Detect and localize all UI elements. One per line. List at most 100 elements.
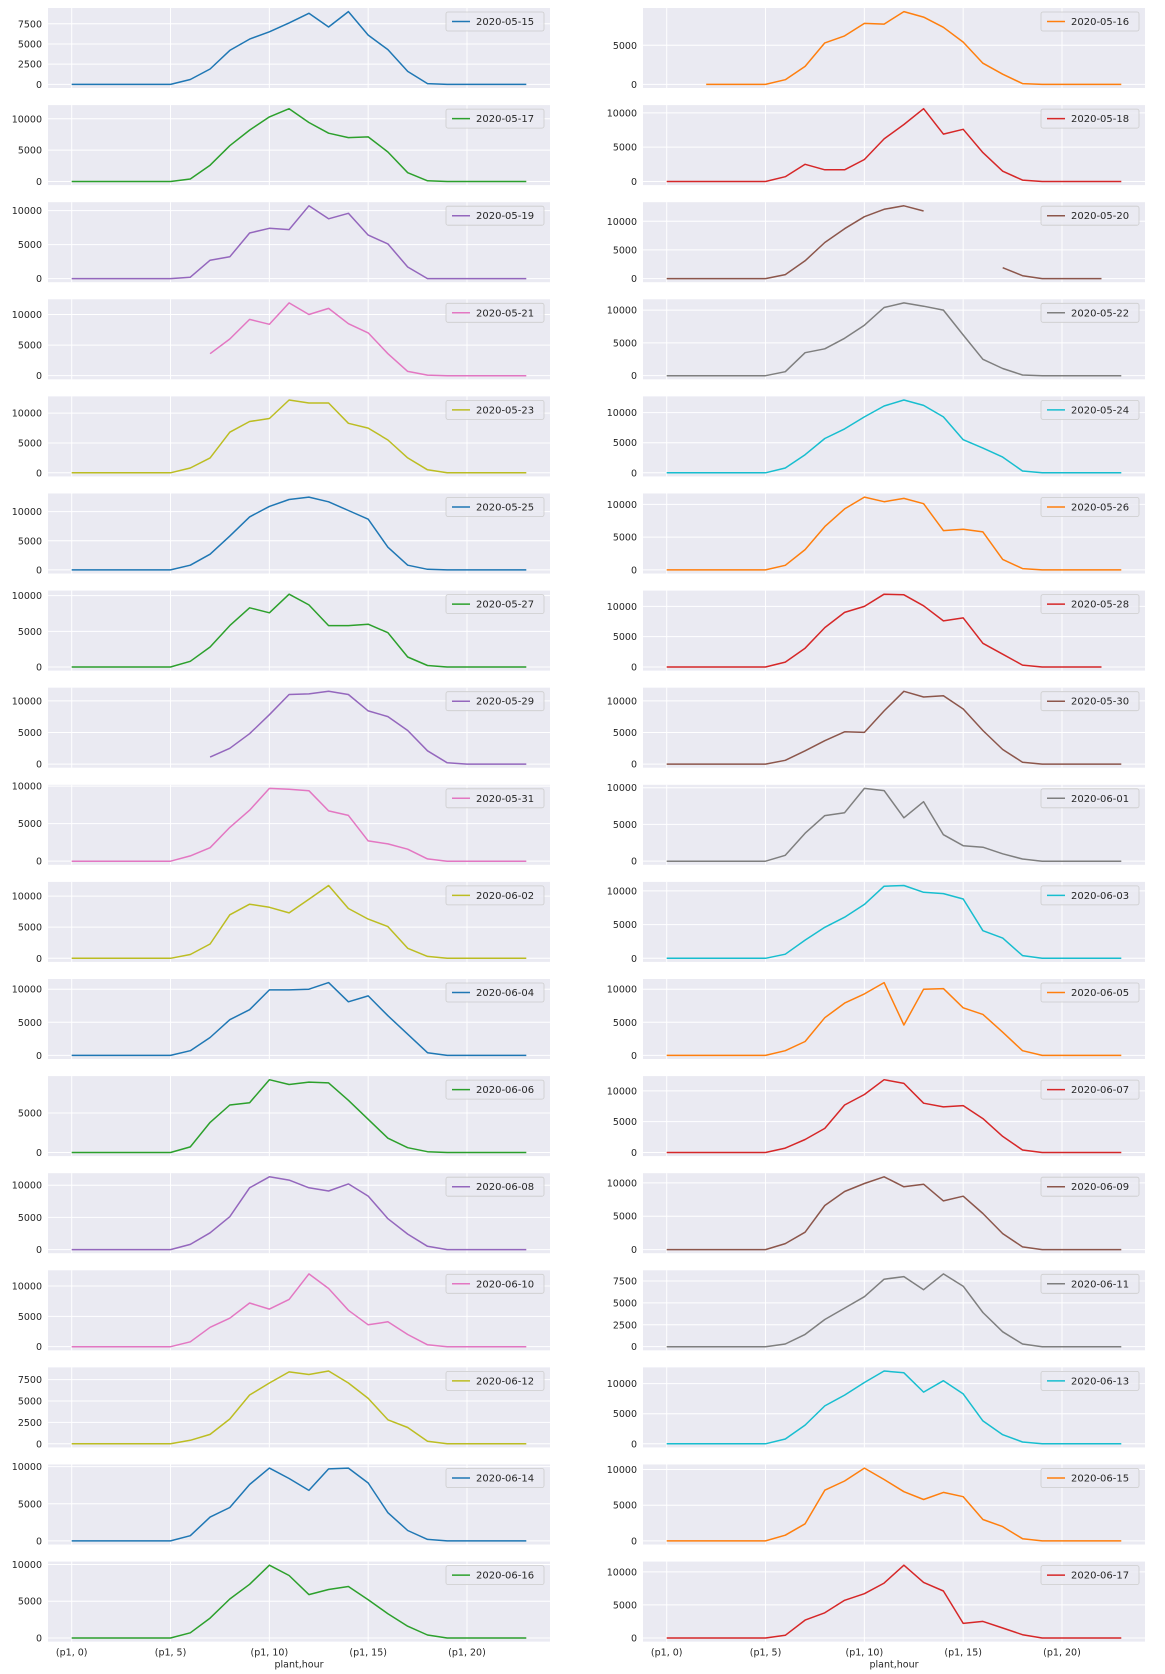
legend-label: 2020-06-10 xyxy=(476,1279,534,1290)
y-tick: 0 xyxy=(36,274,42,285)
legend: 2020-05-16 xyxy=(1040,11,1140,32)
subplot: 0 5000 10000 2020-05-23 xyxy=(12,396,550,479)
y-tick-label: 10000 xyxy=(607,696,637,707)
y-tick: 5000 xyxy=(18,728,42,739)
y-tick-label: 5000 xyxy=(18,1312,42,1323)
legend-box xyxy=(445,691,545,712)
x-tick: (p1, 0) xyxy=(651,1648,683,1659)
legend-label: 2020-05-30 xyxy=(1071,697,1129,708)
series-line xyxy=(666,981,1122,1057)
series-line xyxy=(71,1273,527,1348)
y-tick: 0 xyxy=(36,1342,42,1353)
subplot: 0 5000 10000 2020-06-10 xyxy=(12,1270,550,1353)
y-tick-label: 0 xyxy=(36,1148,42,1159)
series-line xyxy=(666,593,1102,668)
y-tick: 5000 xyxy=(18,1312,42,1323)
y-tick-label: 0 xyxy=(631,177,637,188)
y-tick-label: 10000 xyxy=(12,696,42,707)
subplot: 0 5000 10000 2020-06-02 xyxy=(12,881,550,965)
legend-box xyxy=(445,594,545,614)
x-tick-label: (p1, 20) xyxy=(1043,1648,1081,1659)
y-tick: 5000 xyxy=(18,438,42,449)
legend-box xyxy=(445,1273,545,1294)
y-tick-label: 10000 xyxy=(607,1465,637,1476)
x-tick: (p1, 0) xyxy=(56,1648,88,1659)
y-tick: 5000 xyxy=(613,245,637,256)
y-tick: 10000 xyxy=(607,500,637,511)
y-tick: 0 xyxy=(36,371,42,382)
series-line xyxy=(71,10,527,86)
legend: 2020-06-10 xyxy=(445,1273,545,1294)
y-tick: 0 xyxy=(36,1051,42,1062)
y-tick-label: 5000 xyxy=(613,820,637,831)
y-tick: 0 xyxy=(36,177,42,188)
y-tick-label: 0 xyxy=(36,1439,42,1450)
y-tick-label: 0 xyxy=(631,1342,637,1353)
y-tick: 5000 xyxy=(18,1108,42,1119)
y-tick-label: 5000 xyxy=(18,240,42,251)
x-tick: (p1, 15) xyxy=(944,1648,982,1659)
y-tick: 10000 xyxy=(12,1462,42,1473)
series-line xyxy=(666,1564,1122,1639)
y-tick: 10000 xyxy=(607,985,637,996)
legend-box xyxy=(1040,302,1140,323)
legend-label: 2020-06-06 xyxy=(476,1085,534,1096)
series-line xyxy=(666,205,1102,280)
legend-label: 2020-05-25 xyxy=(476,503,534,514)
subplot: 0 5000 10000 2020-05-25 xyxy=(12,493,550,576)
y-tick-label: 5000 xyxy=(18,923,42,934)
series-line xyxy=(71,1467,527,1542)
legend: 2020-05-23 xyxy=(445,399,545,420)
y-tick-label: 0 xyxy=(36,1051,42,1062)
y-tick-label: 10000 xyxy=(12,782,42,793)
subplot: 0 2500 5000 7500 2020-06-12 xyxy=(18,1367,550,1450)
y-tick-label: 0 xyxy=(36,565,42,576)
legend-box xyxy=(1040,1565,1140,1585)
y-tick: 5000 xyxy=(613,338,637,349)
legend-label: 2020-05-18 xyxy=(1071,114,1129,125)
y-tick-label: 10000 xyxy=(12,892,42,903)
x-axis-label: plant,hour xyxy=(869,1660,918,1671)
legend-box xyxy=(1040,1079,1140,1100)
legend: 2020-05-29 xyxy=(445,691,545,712)
legend: 2020-06-08 xyxy=(445,1176,545,1197)
y-tick: 0 xyxy=(36,1633,42,1644)
y-tick: 0 xyxy=(36,1245,42,1256)
y-tick: 10000 xyxy=(12,409,42,420)
y-tick-label: 5000 xyxy=(613,1409,637,1420)
legend-label: 2020-06-03 xyxy=(1071,891,1129,902)
subplot: 0 5000 10000 2020-05-19 xyxy=(12,202,550,285)
y-tick: 2500 xyxy=(18,1418,42,1429)
y-tick: 5000 xyxy=(18,627,42,638)
x-tick-label: (p1, 15) xyxy=(349,1648,387,1659)
y-tick: 0 xyxy=(631,371,637,382)
y-tick-label: 0 xyxy=(36,1342,42,1353)
legend-label: 2020-06-13 xyxy=(1071,1376,1129,1387)
subplot: 0 5000 2020-06-06 xyxy=(18,1076,550,1159)
y-tick: 0 xyxy=(631,274,637,285)
y-tick-label: 10000 xyxy=(12,1282,42,1293)
y-tick-label: 0 xyxy=(631,1148,637,1159)
subplot: 0 5000 10000 2020-05-27 xyxy=(12,590,550,673)
y-tick: 7500 xyxy=(18,1375,42,1386)
y-tick: 5000 xyxy=(613,820,637,831)
y-tick: 10000 xyxy=(607,886,637,897)
series-line xyxy=(666,399,1122,474)
subplot: 0 5000 10000 2020-05-26 xyxy=(607,493,1145,576)
subplot: 0 5000 2020-05-16 xyxy=(613,8,1145,91)
y-tick: 0 xyxy=(631,1051,637,1062)
y-tick: 10000 xyxy=(12,696,42,707)
legend-label: 2020-06-11 xyxy=(1071,1279,1129,1290)
subplot: 0 5000 10000 2020-05-20 xyxy=(607,202,1145,285)
legend: 2020-05-17 xyxy=(445,108,545,129)
y-tick: 5000 xyxy=(613,1212,637,1223)
y-tick: 5000 xyxy=(18,1396,42,1407)
legend: 2020-05-20 xyxy=(1040,205,1140,226)
y-tick-label: 0 xyxy=(631,954,637,965)
legend: 2020-06-06 xyxy=(445,1079,545,1100)
series-line xyxy=(209,690,527,765)
legend-box xyxy=(445,11,545,32)
legend-box xyxy=(445,1176,545,1197)
y-tick-label: 0 xyxy=(36,857,42,868)
legend-box xyxy=(1040,788,1140,809)
